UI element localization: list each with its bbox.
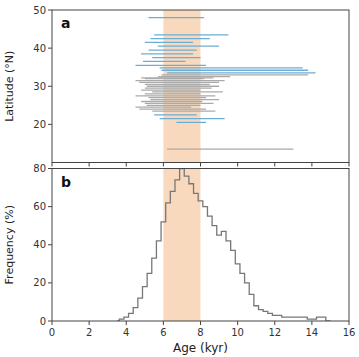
step-line	[117, 169, 330, 322]
chart: 20 30 40 50 Latitude (°N) a 0 2 4 6 8 10 12 14 16 0 20 40…	[0, 0, 359, 357]
shaded-span	[163, 169, 200, 322]
x-tick-label: 4	[123, 327, 129, 338]
segment	[139, 108, 206, 109]
segment	[145, 84, 210, 85]
y-tick	[48, 321, 52, 322]
y-axis-label: Latitude (°N)	[3, 51, 16, 122]
segment	[136, 80, 225, 81]
segment	[136, 107, 192, 108]
segment	[145, 93, 201, 94]
panel-label: a	[61, 15, 70, 31]
plot-area	[117, 169, 330, 322]
segment	[141, 53, 193, 54]
x-tick	[200, 321, 201, 325]
y-tick	[48, 48, 52, 49]
segment	[139, 82, 219, 83]
segment	[152, 110, 215, 111]
x-tick-label: 0	[49, 327, 55, 338]
x-tick	[163, 163, 164, 167]
segment-series	[136, 75, 309, 149]
plot-frame	[52, 169, 349, 322]
x-tick	[349, 321, 350, 325]
x-tick-label: 2	[86, 327, 92, 338]
x-tick	[311, 321, 312, 325]
segment	[147, 86, 219, 87]
segment	[167, 72, 316, 73]
x-tick	[52, 163, 53, 167]
panel: 20 30 40 50 Latitude (°N) a	[3, 5, 349, 167]
segment-series	[136, 18, 316, 123]
segment	[154, 114, 197, 115]
segment	[141, 101, 202, 102]
panel: 0 2 4 6 8 10 12 14 16 0 20 40 60 80 Frequency (%) Age (…	[3, 163, 355, 355]
y-axis-label: Frequency (%)	[3, 205, 16, 284]
x-tick	[89, 163, 90, 167]
segment	[158, 76, 230, 77]
segment	[136, 95, 216, 96]
x-tick	[52, 321, 53, 325]
segment	[143, 61, 186, 62]
y-tick	[48, 124, 52, 125]
y-tick-label: 40	[33, 43, 46, 54]
x-tick	[126, 163, 127, 167]
y-tick-label: 60	[33, 201, 46, 212]
plot-area	[136, 10, 316, 163]
y-tick	[48, 86, 52, 87]
y-tick-label: 20	[33, 277, 46, 288]
segment	[145, 103, 214, 104]
x-tick-label: 14	[306, 327, 319, 338]
x-tick	[200, 163, 201, 167]
segment	[154, 34, 228, 35]
x-tick	[89, 321, 90, 325]
x-tick-label: 12	[268, 327, 281, 338]
segment	[160, 67, 303, 68]
y-tick	[48, 282, 52, 283]
x-tick	[349, 163, 350, 167]
x-tick	[237, 321, 238, 325]
segment	[176, 122, 206, 123]
panel-label: b	[61, 174, 71, 190]
x-tick	[311, 163, 312, 167]
x-tick-label: 6	[160, 327, 166, 338]
y-tick-label: 0	[40, 316, 46, 327]
segment	[145, 88, 212, 89]
y-tick	[48, 168, 52, 169]
y-tick-label: 30	[33, 81, 46, 92]
x-tick	[274, 163, 275, 167]
x-tick-label: 10	[231, 327, 244, 338]
segment	[158, 46, 219, 47]
segment	[150, 99, 219, 100]
x-tick	[163, 321, 164, 325]
segment	[150, 38, 209, 39]
x-tick-label: 8	[197, 327, 203, 338]
y-tick-label: 20	[33, 119, 46, 130]
plot-frame	[52, 10, 349, 163]
segment	[160, 118, 225, 119]
segment	[145, 42, 193, 43]
y-tick-label: 80	[33, 163, 46, 174]
x-axis-label: Age (kyr)	[173, 341, 228, 355]
y-tick-label: 40	[33, 239, 46, 250]
segment	[141, 77, 213, 78]
x-tick	[237, 163, 238, 167]
segment	[152, 91, 223, 92]
segment	[147, 105, 201, 106]
y-tick	[48, 206, 52, 207]
segment	[152, 57, 200, 58]
segment	[162, 70, 309, 71]
x-tick	[274, 321, 275, 325]
segment	[149, 97, 207, 98]
y-tick-label: 50	[33, 5, 46, 16]
x-tick-label: 16	[343, 327, 356, 338]
segment	[136, 65, 207, 66]
segment	[149, 17, 205, 18]
segment	[162, 74, 309, 75]
segment	[167, 149, 293, 150]
y-tick	[48, 10, 52, 11]
segment	[149, 49, 197, 50]
x-tick	[126, 321, 127, 325]
segment	[141, 89, 200, 90]
y-tick	[48, 244, 52, 245]
